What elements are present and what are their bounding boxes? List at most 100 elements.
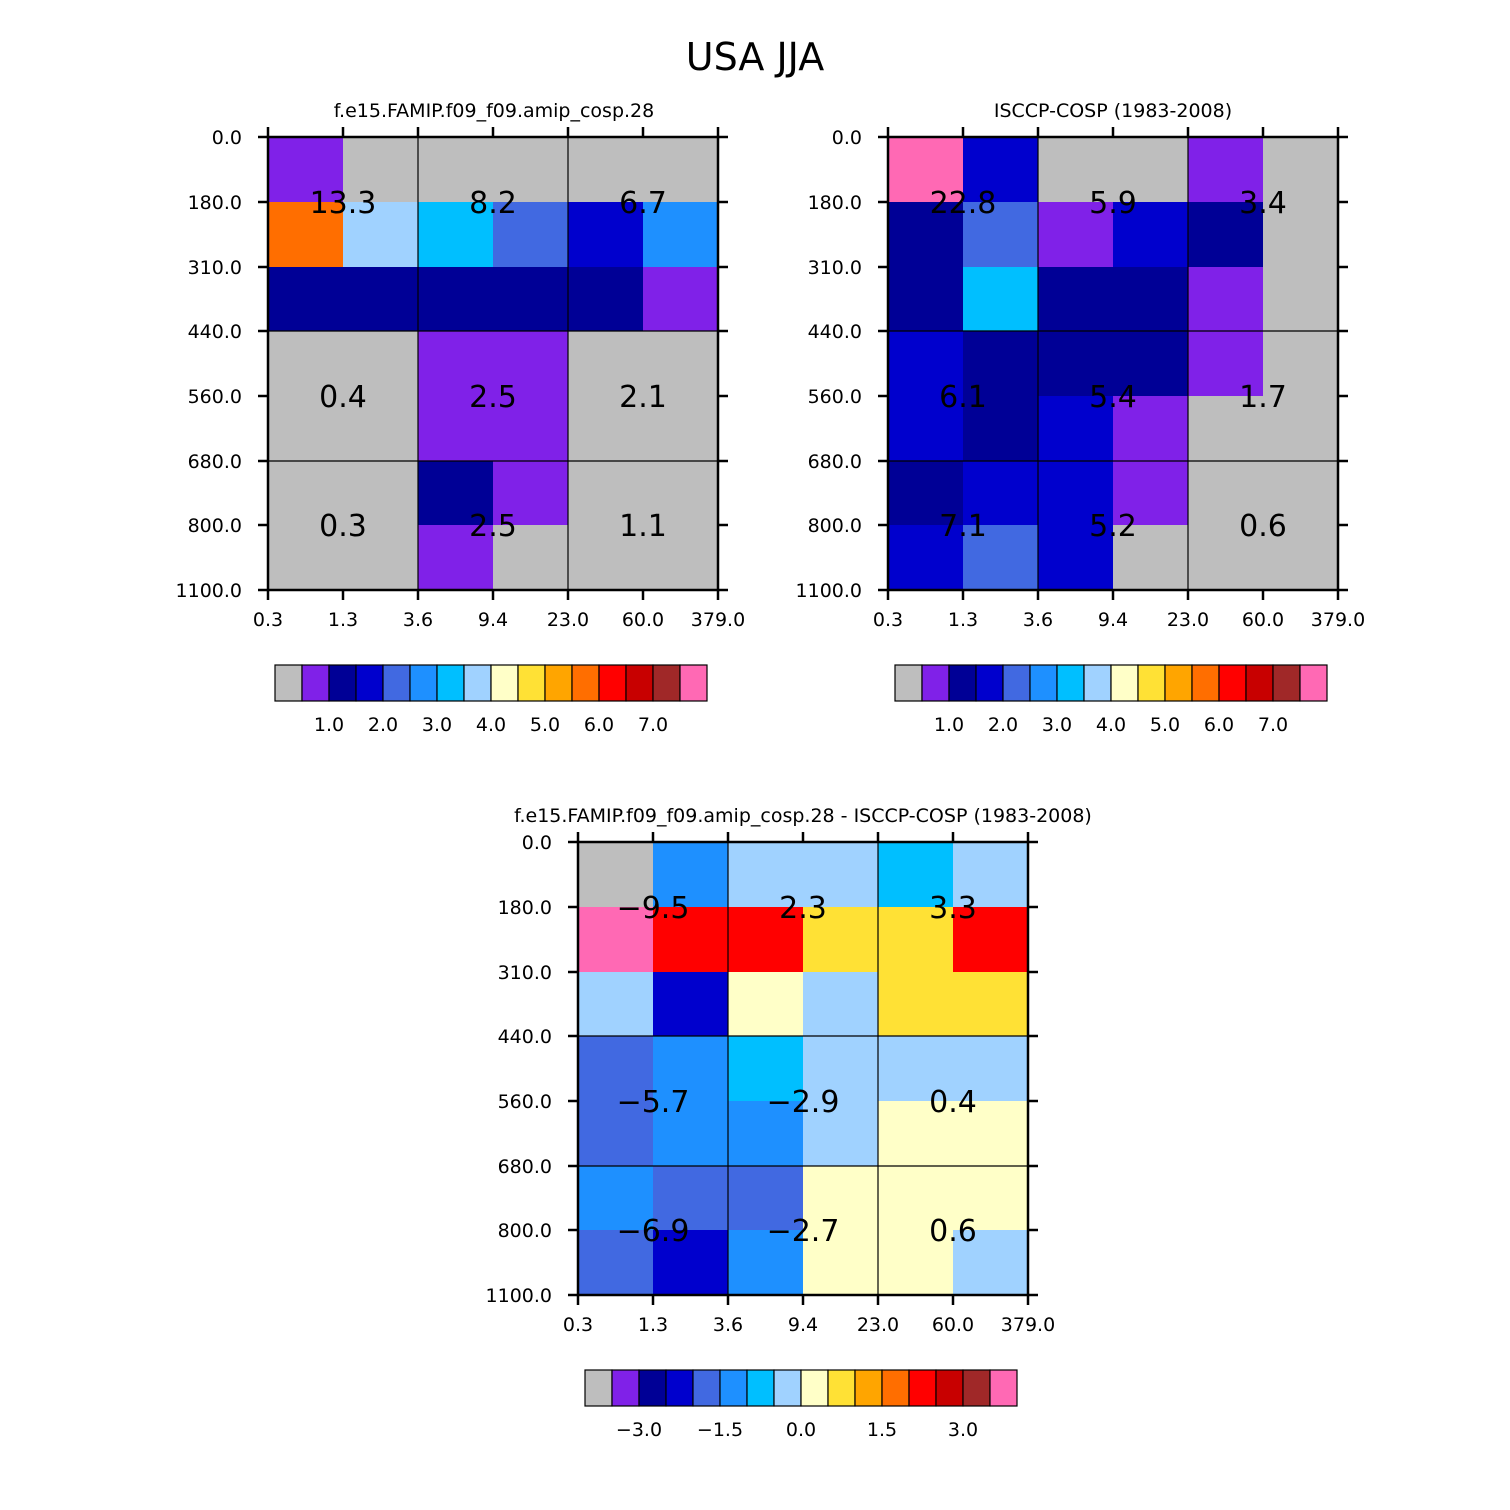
panel-diff-title: f.e15.FAMIP.f09_f09.amip_cosp.28 - ISCCP… — [514, 805, 1092, 827]
heatmap-cell — [878, 1101, 954, 1167]
colorbar-label: 6.0 — [584, 714, 614, 736]
heatmap-cell — [1188, 267, 1264, 332]
cell-value-label: −6.9 — [617, 1214, 690, 1249]
heatmap-cell — [1113, 396, 1189, 462]
colorbar-swatch — [544, 664, 573, 702]
cell-value-label: −2.9 — [767, 1085, 840, 1120]
cell-value-label: 0.3 — [319, 509, 367, 544]
heatmap-cell — [493, 137, 569, 203]
colorbar-swatch — [571, 664, 600, 702]
heatmap-cell — [568, 331, 644, 397]
y-tick-label: 440.0 — [808, 321, 862, 343]
colorbar-swatch — [611, 1369, 640, 1407]
heatmap-cell — [728, 907, 804, 973]
cell-value-label: 1.7 — [1239, 380, 1287, 415]
x-tick-label: 9.4 — [478, 609, 508, 631]
cell-value-label: 0.4 — [319, 380, 367, 415]
heatmap-cell — [418, 461, 494, 526]
panel-model-grid — [268, 137, 718, 590]
panel-obs-title: ISCCP-COSP (1983-2008) — [994, 100, 1232, 122]
colorbar-swatch — [328, 664, 357, 702]
heatmap-cell — [418, 267, 494, 332]
colorbar-swatch — [800, 1369, 829, 1407]
y-tick-label: 180.0 — [808, 192, 862, 214]
heatmap-cell — [578, 1101, 654, 1167]
panel-diff-colorbar: −3.0 −1.5 0.0 1.5 3.0 — [584, 1369, 1018, 1441]
cell-value-label: 2.1 — [619, 380, 667, 415]
cell-value-label: 1.1 — [619, 509, 667, 544]
x-tick-label: 379.0 — [691, 609, 745, 631]
heatmap-cell — [1263, 525, 1339, 591]
heatmap-cell — [493, 396, 569, 462]
colorbar-label: 3.0 — [422, 714, 452, 736]
panel-obs-values: 22.8 5.9 3.4 6.1 5.4 1.7 7.1 5.2 0.6 — [930, 186, 1287, 544]
heatmap-cell — [568, 525, 644, 591]
heatmap-cell — [493, 267, 569, 332]
colorbar-swatch — [1164, 664, 1193, 702]
heatmap-cell — [963, 137, 1039, 203]
heatmap-cell — [728, 972, 804, 1037]
heatmap-cell — [728, 842, 804, 908]
colorbar-swatch — [1299, 664, 1328, 702]
cell-value-label: 22.8 — [930, 186, 997, 221]
y-tick-label: 1100.0 — [176, 580, 242, 602]
x-tick-label: 0.3 — [563, 1314, 593, 1336]
panel-model-cells — [268, 137, 719, 591]
heatmap-cell — [953, 1101, 1029, 1167]
heatmap-cell — [343, 267, 419, 332]
heatmap-cell — [888, 396, 964, 462]
heatmap-cell — [653, 842, 729, 908]
x-tick-label: 23.0 — [1167, 609, 1209, 631]
heatmap-cell — [418, 331, 494, 397]
colorbar-label: 4.0 — [1096, 714, 1126, 736]
heatmap-cell — [1263, 267, 1339, 332]
heatmap-cell — [578, 972, 654, 1037]
heatmap-cell — [568, 267, 644, 332]
heatmap-cell — [878, 1036, 954, 1102]
x-tick-label: 60.0 — [622, 609, 664, 631]
heatmap-cell — [268, 461, 344, 526]
colorbar-swatch — [975, 664, 1004, 702]
cell-value-label: 5.4 — [1089, 380, 1137, 415]
colorbar-swatch — [382, 664, 411, 702]
heatmap-cell — [878, 1166, 954, 1231]
heatmap-cell — [343, 331, 419, 397]
y-tick-label: 310.0 — [808, 257, 862, 279]
colorbar-swatch — [1272, 664, 1301, 702]
heatmap-cell — [1263, 202, 1339, 268]
colorbar-swatch — [517, 664, 546, 702]
y-tick-label: 800.0 — [188, 515, 242, 537]
heatmap-cell — [1263, 396, 1339, 462]
heatmap-cell — [643, 396, 719, 462]
colorbar-swatch — [692, 1369, 721, 1407]
heatmap-cell — [1188, 137, 1264, 203]
heatmap-cell — [643, 525, 719, 591]
heatmap-cell — [268, 525, 344, 591]
y-tick-label: 310.0 — [188, 257, 242, 279]
y-tick-label: 0.0 — [212, 127, 242, 149]
heatmap-cell — [1113, 461, 1189, 526]
cell-value-label: 2.5 — [469, 380, 517, 415]
y-tick-label: 180.0 — [498, 897, 552, 919]
heatmap-cell — [888, 267, 964, 332]
x-tick-label: 1.3 — [328, 609, 358, 631]
colorbar-swatch — [665, 1369, 694, 1407]
heatmap-cell — [578, 1230, 654, 1296]
heatmap-cell — [578, 1166, 654, 1231]
panel-model-axes: 0.3 1.3 3.6 9.4 23.0 60.0 379.0 0.0 180.0 310.0 44… — [176, 127, 745, 631]
colorbar-swatch — [719, 1369, 748, 1407]
heatmap-cell — [1038, 461, 1114, 526]
colorbar-swatch — [1002, 664, 1031, 702]
y-tick-label: 560.0 — [808, 386, 862, 408]
panel-diff: f.e15.FAMIP.f09_f09.amip_cosp.28 - ISCCP… — [486, 805, 1092, 1441]
heatmap-cell — [878, 1230, 954, 1296]
colorbar-label: 7.0 — [638, 714, 668, 736]
colorbar-swatch — [921, 664, 950, 702]
heatmap-cell — [878, 907, 954, 973]
heatmap-cell — [1113, 137, 1189, 203]
y-tick-label: 800.0 — [498, 1220, 552, 1242]
colorbar-swatch — [1056, 664, 1085, 702]
x-tick-label: 379.0 — [1311, 609, 1365, 631]
x-tick-label: 23.0 — [547, 609, 589, 631]
heatmap-cell — [1038, 267, 1114, 332]
